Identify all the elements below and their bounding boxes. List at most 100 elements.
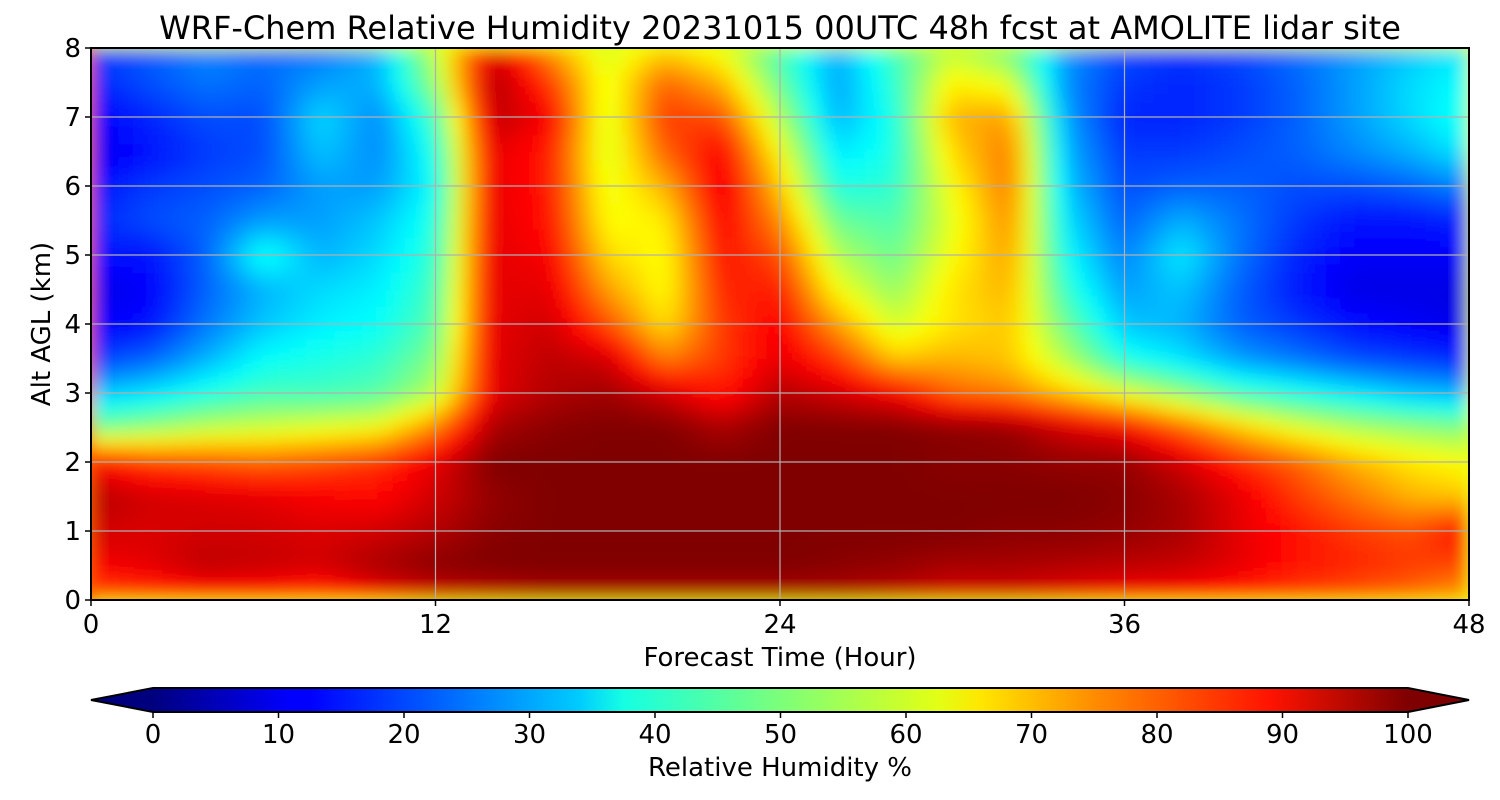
heatmap-cell [1439,340,1456,351]
heatmap-cell [420,452,437,463]
heatmap-cell [219,547,236,558]
heatmap-cell [1224,280,1240,291]
heatmap-cell [592,495,609,506]
heatmap-cell [91,478,106,489]
heatmap-cell [463,521,480,532]
heatmap-cell [635,185,652,196]
heatmap-cell [1166,530,1183,541]
heatmap-cell [822,547,839,558]
heatmap-cell [1037,263,1054,273]
heatmap-cell [1439,219,1456,230]
heatmap-cell [765,504,781,515]
heatmap-cell [908,573,925,584]
heatmap-cell [1224,297,1240,308]
heatmap-cell [1296,202,1312,213]
heatmap-cell [693,237,709,247]
heatmap-cell [621,547,638,558]
heatmap-cell [865,426,882,437]
heatmap-cell [693,332,709,342]
heatmap-cell [1454,426,1469,437]
heatmap-cell [104,461,121,472]
heatmap-cell [334,280,350,291]
heatmap-cell [1396,504,1413,515]
heatmap-cell [1396,582,1413,592]
heatmap-cell [922,435,939,446]
heatmap-cell [736,280,752,291]
heatmap-cell [133,159,150,170]
heatmap-cell [1166,504,1183,515]
heatmap-cell [937,288,953,299]
heatmap-cell [1023,426,1039,437]
heatmap-cell [879,306,896,316]
heatmap-cell [162,426,178,437]
heatmap-cell [190,409,207,420]
heatmap-cell [1281,590,1298,600]
heatmap-cell [1396,271,1413,282]
heatmap-cell [1238,435,1255,446]
heatmap-cell [951,297,968,308]
heatmap-cell [779,573,795,584]
heatmap-cell [1425,392,1441,403]
heatmap-cell [1109,176,1126,187]
heatmap-cell [492,211,508,222]
heatmap-cell [91,556,106,567]
heatmap-cell [1166,556,1183,567]
heatmap-cell [836,323,853,334]
heatmap-cell [951,435,968,446]
heatmap-cell [133,556,150,567]
heatmap-cell [721,288,738,299]
heatmap-cell [104,280,121,291]
heatmap-cell [592,194,609,204]
heatmap-cell [1353,444,1370,454]
heatmap-cell [162,159,178,170]
heatmap-cell [248,582,264,592]
heatmap-cell [1410,150,1427,161]
heatmap-cell [119,478,135,489]
heatmap-cell [721,168,738,178]
heatmap-cell [377,530,394,541]
heatmap-cell [879,168,896,178]
heatmap-cell [506,159,523,170]
heatmap-cell [779,426,795,437]
heatmap-cell [865,495,882,506]
heatmap-cell [434,504,451,515]
heatmap-cell [1123,487,1140,498]
heatmap-cell [1181,590,1197,600]
heatmap-cell [1353,556,1370,567]
heatmap-cell [291,504,307,515]
heatmap-cell [492,314,508,325]
heatmap-cell [391,564,408,575]
heatmap-cell [779,332,795,342]
heatmap-cell [1066,495,1083,506]
heatmap-cell [363,332,379,342]
heatmap-cell [607,470,623,480]
heatmap-cell [635,271,652,282]
heatmap-cell [980,219,996,230]
heatmap-cell [1224,444,1240,454]
heatmap-cell [879,194,896,204]
heatmap-cell [506,176,523,187]
heatmap-cell [808,521,824,532]
heatmap-cell [420,228,437,239]
heatmap-cell [808,409,824,420]
heatmap-cell [219,306,236,316]
heatmap-cell [1052,495,1068,506]
heatmap-cell [406,349,422,360]
heatmap-cell [377,168,394,178]
heatmap-cell [233,271,250,282]
heatmap-cell [477,461,494,472]
heatmap-cell [1166,435,1183,446]
heatmap-cell [506,487,523,498]
heatmap-cell [506,452,523,463]
heatmap-cell [1425,418,1441,429]
heatmap-cell [363,288,379,299]
heatmap-cell [1238,513,1255,523]
heatmap-cell [391,245,408,256]
heatmap-cell [750,547,767,558]
heatmap-cell [277,401,293,411]
heatmap-cell [233,263,250,273]
heatmap-cell [879,185,896,196]
heatmap-cell [133,297,150,308]
heatmap-cell [1080,366,1097,377]
heatmap-cell [635,349,652,360]
